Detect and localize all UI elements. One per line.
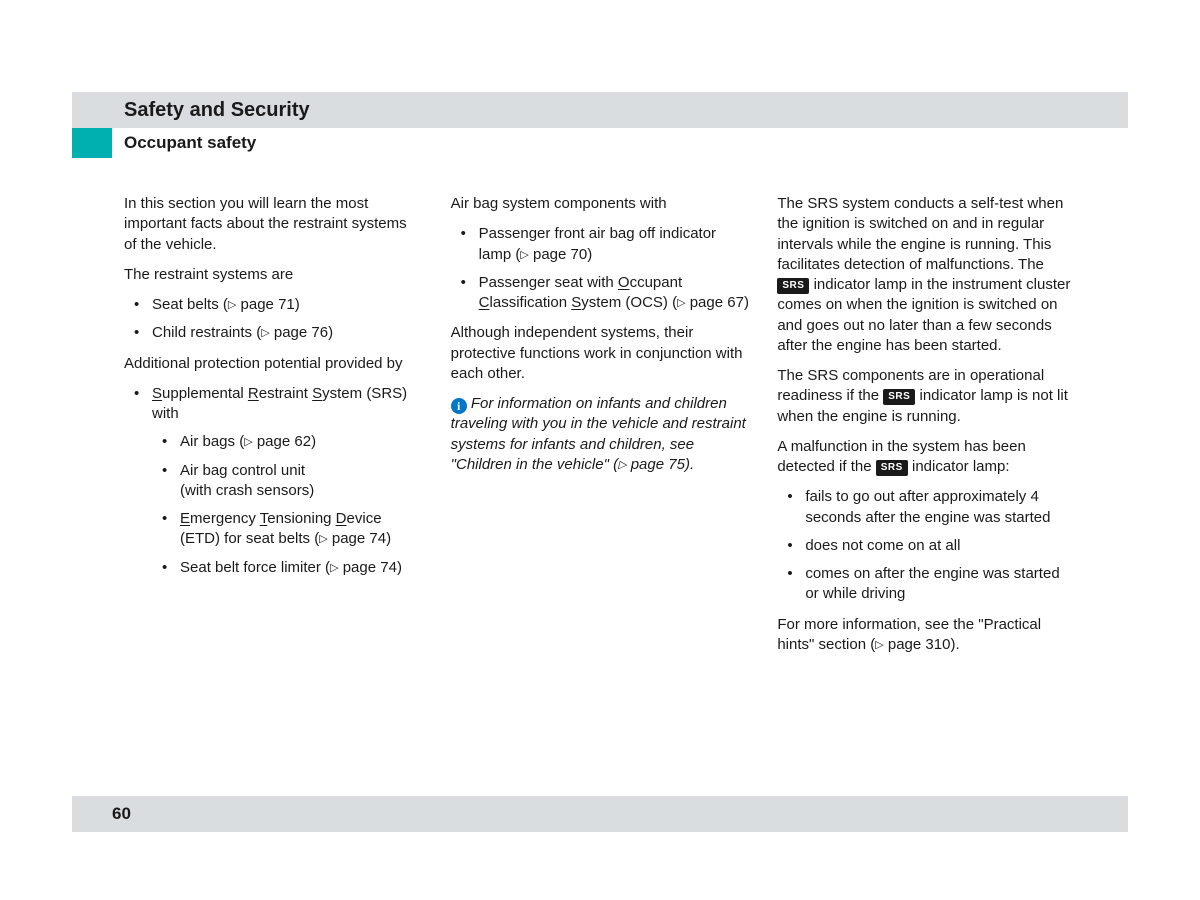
item-label: Child restraints [152, 324, 252, 341]
list-item: fails to go out after approximately 4 se… [777, 487, 1076, 528]
item-label: Air bag control unit [180, 462, 305, 479]
page-number: 60 [112, 804, 131, 824]
pageref-icon: ▷ [677, 297, 685, 309]
chapter-header: Safety and Security [72, 92, 1128, 128]
list-item: Seat belt force limiter (▷ page 74) [152, 558, 423, 578]
airbag-lead: Air bag system components with [451, 194, 750, 214]
text: For more information, see the "Practical… [777, 616, 1041, 653]
pageref: 70 [571, 246, 588, 263]
srs-list: Supplemental Restraint System (SRS) with… [124, 384, 423, 578]
srs-sublist: Air bags (▷ page 62) Air bag control uni… [152, 432, 423, 578]
list-item: Passenger seat with Occupant Classificat… [451, 273, 750, 314]
column-1: In this section you will learn the most … [124, 194, 423, 665]
item-label: (with crash sensors) [180, 482, 314, 499]
info-note: i For information on infants and childre… [451, 394, 750, 475]
pageref-icon: ▷ [618, 459, 626, 471]
pageref-icon: ▷ [875, 639, 883, 651]
underline-letter: S [571, 294, 581, 311]
chapter-title: Safety and Security [124, 99, 310, 122]
pageref-icon: ▷ [520, 249, 528, 261]
pageref: 62 [294, 433, 311, 450]
item-label: Seat belts [152, 296, 219, 313]
text: ensioning [267, 510, 335, 527]
text: The SRS system conducts a self-test when… [777, 195, 1063, 273]
more-info: For more information, see the "Practical… [777, 615, 1076, 656]
list-item: Supplemental Restraint System (SRS) with… [124, 384, 423, 578]
underline-letter: D [336, 510, 347, 527]
list-item: Child restraints (▷ page 76) [124, 323, 423, 343]
pageref: 67 [727, 294, 744, 311]
text: lassification [490, 294, 572, 311]
text: indicator lamp: [908, 458, 1010, 475]
pageref-icon: ▷ [261, 327, 269, 339]
text: indicator lamp in the instrument cluster… [777, 276, 1070, 354]
section-title: Occupant safety [124, 133, 256, 153]
pageref: 74 [380, 559, 397, 576]
pageref-icon: ▷ [319, 533, 327, 545]
list-item: Air bag control unit (with crash sensors… [152, 461, 423, 502]
pageref: 75 [668, 456, 685, 473]
column-2: Air bag system components with Passenger… [451, 194, 750, 665]
text: estraint [259, 385, 312, 402]
column-3: The SRS system conducts a self-test when… [777, 194, 1076, 665]
note-text: Although independent systems, their prot… [451, 323, 750, 384]
list-item: Emergency Tensioning Device (ETD) for se… [152, 509, 423, 550]
text: mergency [190, 510, 260, 527]
item-label: Seat belt force limiter [180, 559, 321, 576]
underline-letter: S [312, 385, 322, 402]
underline-letter: C [479, 294, 490, 311]
airbag-list: Passenger front air bag off indicator la… [451, 224, 750, 313]
info-icon: i [451, 398, 467, 414]
pageref-icon: ▷ [244, 436, 252, 448]
underline-letter: R [248, 385, 259, 402]
text: upplemental [162, 385, 248, 402]
underline-letter: E [180, 510, 190, 527]
pageref: 310 [925, 636, 950, 653]
additional-lead: Additional protection potential provided… [124, 354, 423, 374]
underline-letter: O [618, 274, 630, 291]
list-item: Passenger front air bag off indicator la… [451, 224, 750, 265]
pageref: 71 [278, 296, 295, 313]
info-text: For information on infants and children … [451, 395, 746, 473]
srs-malfunction: A malfunction in the system has been det… [777, 437, 1076, 478]
list-item: comes on after the engine was started or… [777, 564, 1076, 605]
item-label: Air bags [180, 433, 235, 450]
underline-letter: S [152, 385, 162, 402]
srs-badge-icon: SRS [777, 278, 809, 294]
srs-ready: The SRS components are in operational re… [777, 366, 1076, 427]
pageref: 74 [369, 530, 386, 547]
pageref: 76 [311, 324, 328, 341]
text: ystem (OCS) [581, 294, 668, 311]
page-content: In this section you will learn the most … [124, 194, 1076, 665]
text: For information on infants and children … [451, 395, 746, 473]
list-item: Seat belts (▷ page 71) [124, 295, 423, 315]
text: ccupant [630, 274, 683, 291]
srs-selftest: The SRS system conducts a self-test when… [777, 194, 1076, 356]
section-tab-icon [72, 128, 112, 158]
page-footer: 60 [72, 796, 1128, 832]
srs-badge-icon: SRS [876, 460, 908, 476]
fault-list: fails to go out after approximately 4 se… [777, 487, 1076, 604]
intro-text: In this section you will learn the most … [124, 194, 423, 255]
text: Passenger seat with [479, 274, 618, 291]
list-item: does not come on at all [777, 536, 1076, 556]
section-header: Occupant safety [72, 128, 1128, 158]
restraints-lead: The restraint systems are [124, 265, 423, 285]
item-label: Passenger front air bag off indicator la… [479, 225, 716, 262]
list-item: Air bags (▷ page 62) [152, 432, 423, 452]
restraints-list: Seat belts (▷ page 71) Child restraints … [124, 295, 423, 344]
srs-badge-icon: SRS [883, 389, 915, 405]
pageref-icon: ▷ [330, 562, 338, 574]
pageref-icon: ▷ [228, 299, 236, 311]
